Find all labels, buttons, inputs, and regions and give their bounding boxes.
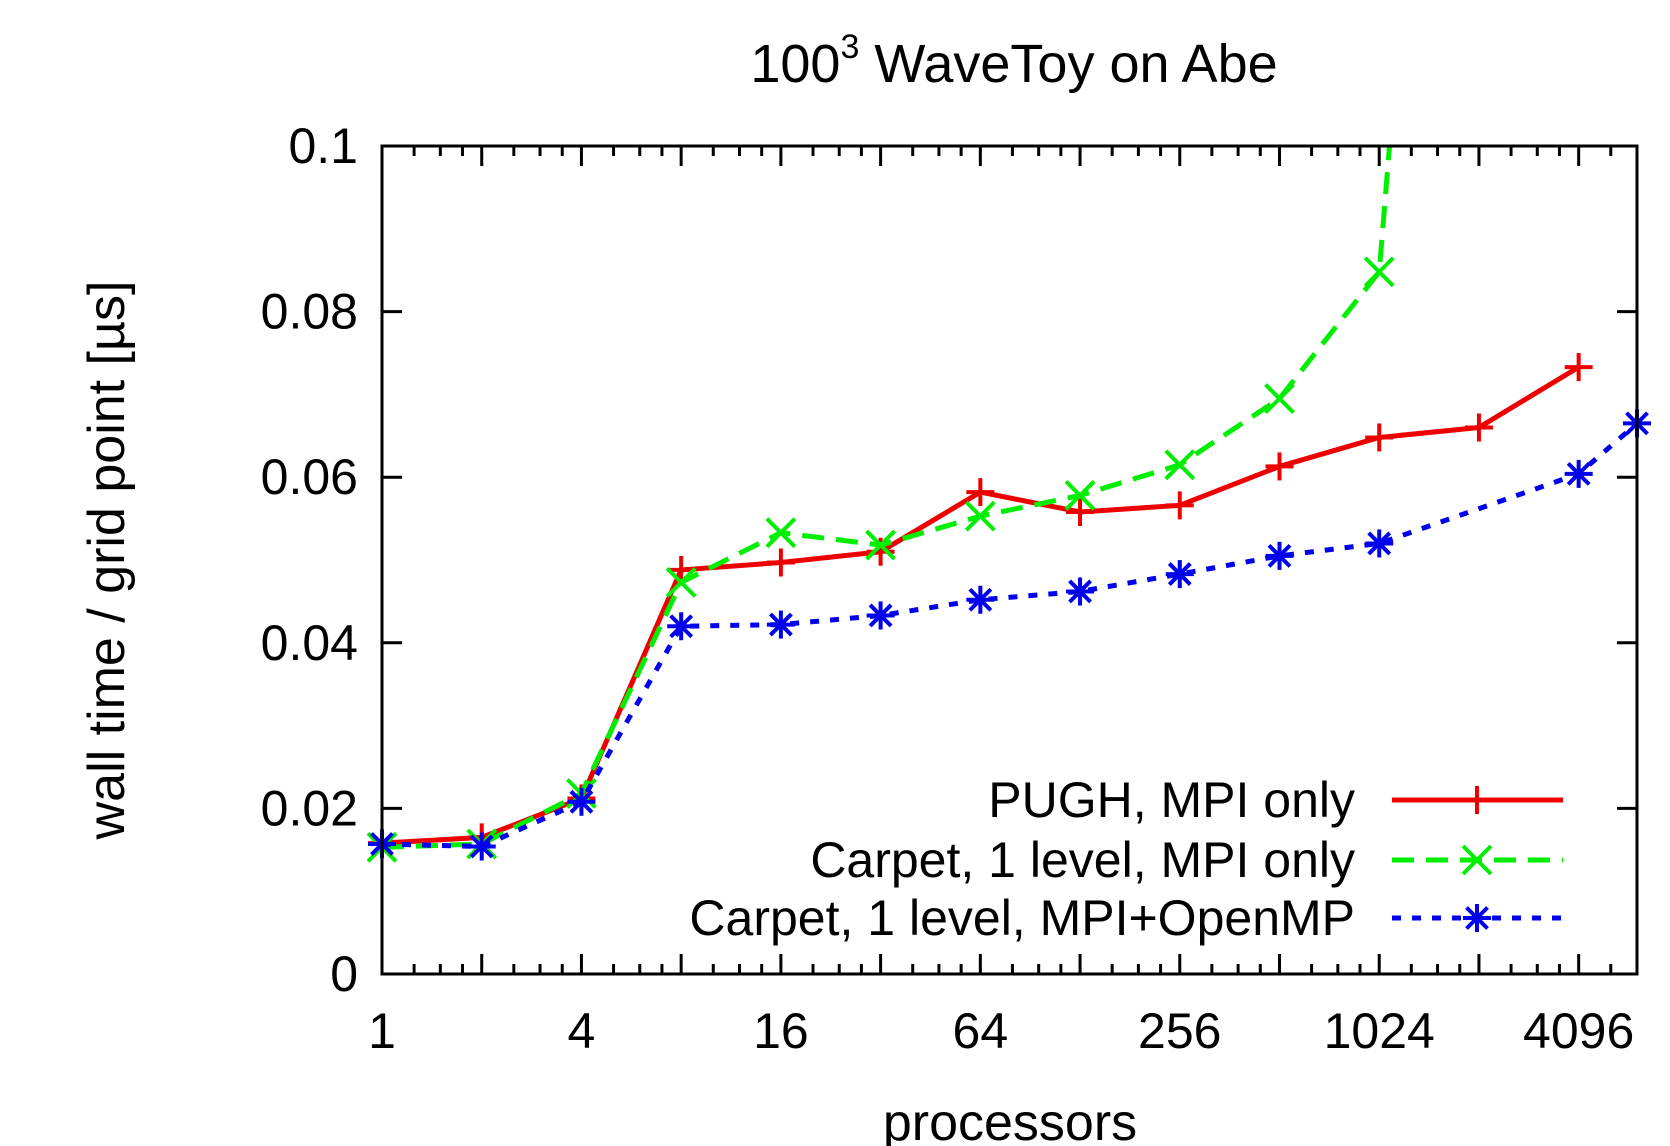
data-point xyxy=(1066,497,1095,526)
x-tick-label: 256 xyxy=(1138,1003,1221,1059)
data-point xyxy=(1164,449,1196,481)
data-point xyxy=(966,585,995,614)
data-point xyxy=(467,832,496,861)
data-point xyxy=(1165,560,1194,589)
data-point xyxy=(1564,353,1593,382)
data-point xyxy=(1463,904,1491,932)
data-point xyxy=(667,555,696,584)
data-point xyxy=(1064,480,1096,511)
data-point xyxy=(1461,844,1493,876)
data-point xyxy=(766,610,795,639)
series-layer xyxy=(366,145,1651,863)
data-point xyxy=(1463,786,1491,814)
data-point xyxy=(1265,541,1294,570)
data-point xyxy=(1264,383,1295,414)
x-tick-label: 1 xyxy=(368,1003,396,1059)
data-point xyxy=(1365,529,1394,558)
data-point xyxy=(866,601,895,630)
data-point xyxy=(1363,256,1395,288)
series-line xyxy=(381,145,1393,850)
data-point xyxy=(966,478,995,507)
y-tick-label: 0.1 xyxy=(288,118,358,174)
x-tick-label: 4 xyxy=(568,1003,596,1059)
data-point xyxy=(1564,459,1593,488)
x-tick-label: 1024 xyxy=(1324,1003,1435,1059)
data-point xyxy=(766,548,795,577)
y-axis-label: wall time / grid point [µs] xyxy=(78,281,136,841)
chart-title-superscript: 3 xyxy=(840,28,859,66)
legend-label: Carpet, 1 level, MPI only xyxy=(810,832,1355,888)
data-point xyxy=(567,787,596,816)
chart-title-rest: WaveToy on Abe xyxy=(859,34,1277,94)
data-point xyxy=(1464,413,1493,442)
x-axis-label: processors xyxy=(883,1094,1137,1146)
data-point xyxy=(1066,577,1095,606)
axis-tick-labels: 0 0.02 0.04 0.06 0.08 0.1 1 4 16 64 256 1024 4096 xyxy=(261,118,1635,1059)
y-tick-label: 0.06 xyxy=(261,449,358,505)
legend-label: PUGH, MPI only xyxy=(988,772,1355,828)
y-tick-label: 0.02 xyxy=(261,780,358,836)
y-tick-label: 0.08 xyxy=(261,284,358,340)
data-point xyxy=(765,517,797,549)
data-point xyxy=(665,566,697,598)
y-tick-label: 0 xyxy=(330,946,358,1002)
x-tick-label: 16 xyxy=(753,1003,809,1059)
legend-label: Carpet, 1 level, MPI+OpenMP xyxy=(689,890,1355,946)
data-point xyxy=(667,612,696,641)
data-point xyxy=(1165,491,1194,520)
data-point xyxy=(1265,452,1294,481)
chart-title-base: 100 xyxy=(750,34,840,94)
x-tick-label: 4096 xyxy=(1523,1003,1634,1059)
data-point xyxy=(964,500,996,532)
data-point xyxy=(865,529,897,561)
data-point xyxy=(1365,423,1394,452)
x-tick-label: 64 xyxy=(953,1003,1009,1059)
chart-title: 1003 WaveToy on Abe xyxy=(750,28,1277,94)
y-tick-label: 0.04 xyxy=(261,615,358,671)
plot-frame xyxy=(380,144,1639,976)
series-2 xyxy=(366,145,1395,863)
